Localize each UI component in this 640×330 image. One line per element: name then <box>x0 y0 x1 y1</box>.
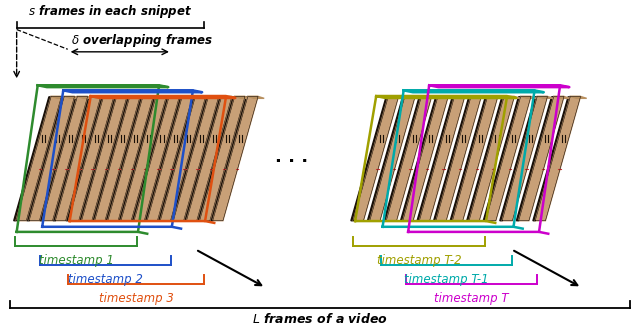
Polygon shape <box>212 96 258 221</box>
Polygon shape <box>235 96 251 98</box>
Polygon shape <box>182 96 198 98</box>
Text: $\delta$ overlapping frames: $\delta$ overlapping frames <box>71 32 213 49</box>
Polygon shape <box>53 96 90 221</box>
Polygon shape <box>469 96 515 221</box>
Polygon shape <box>121 96 166 221</box>
Polygon shape <box>504 96 520 98</box>
Text: timestamp 1: timestamp 1 <box>38 254 113 267</box>
Polygon shape <box>51 96 67 98</box>
Polygon shape <box>570 96 587 98</box>
Polygon shape <box>419 96 465 221</box>
Polygon shape <box>27 96 64 221</box>
Polygon shape <box>488 96 504 98</box>
Polygon shape <box>79 96 116 221</box>
Polygon shape <box>132 96 169 221</box>
Polygon shape <box>351 96 388 221</box>
Polygon shape <box>209 96 225 98</box>
Polygon shape <box>158 96 195 221</box>
Polygon shape <box>197 96 235 221</box>
Polygon shape <box>156 96 172 98</box>
Text: timestamp T-2: timestamp T-2 <box>377 254 461 267</box>
Polygon shape <box>92 96 130 221</box>
Polygon shape <box>42 96 88 221</box>
Polygon shape <box>417 96 454 221</box>
Text: $s$ frames in each snippet: $s$ frames in each snippet <box>28 3 193 20</box>
Polygon shape <box>438 96 454 98</box>
Polygon shape <box>500 96 537 221</box>
Polygon shape <box>454 96 471 98</box>
Polygon shape <box>77 96 93 98</box>
Polygon shape <box>403 96 448 221</box>
Polygon shape <box>186 96 232 221</box>
Polygon shape <box>147 96 193 221</box>
Polygon shape <box>434 96 471 221</box>
Polygon shape <box>184 96 221 221</box>
Polygon shape <box>518 96 564 221</box>
Text: timestamp 3: timestamp 3 <box>99 292 173 306</box>
Polygon shape <box>483 96 521 221</box>
Text: timestamp T-1: timestamp T-1 <box>404 273 488 286</box>
Polygon shape <box>29 96 74 221</box>
Polygon shape <box>160 96 205 221</box>
Polygon shape <box>211 96 248 221</box>
Polygon shape <box>104 96 120 98</box>
Polygon shape <box>554 96 570 98</box>
Polygon shape <box>516 96 554 221</box>
Polygon shape <box>384 96 421 221</box>
Text: timestamp T: timestamp T <box>435 292 509 306</box>
Polygon shape <box>16 96 61 221</box>
Polygon shape <box>173 96 219 221</box>
Text: timestamp 2: timestamp 2 <box>68 273 143 286</box>
Polygon shape <box>421 96 438 98</box>
Polygon shape <box>533 96 570 221</box>
Polygon shape <box>95 96 140 221</box>
Polygon shape <box>134 96 179 221</box>
Polygon shape <box>143 96 159 98</box>
Polygon shape <box>353 96 399 221</box>
Polygon shape <box>64 96 81 98</box>
Polygon shape <box>116 96 133 98</box>
Polygon shape <box>118 96 156 221</box>
Polygon shape <box>467 96 504 221</box>
Text: · · ·: · · · <box>275 153 308 171</box>
Polygon shape <box>521 96 537 98</box>
Polygon shape <box>90 96 107 98</box>
Polygon shape <box>195 96 212 98</box>
Polygon shape <box>452 96 498 221</box>
Polygon shape <box>66 96 104 221</box>
Text: $L$ frames of a video: $L$ frames of a video <box>252 312 388 326</box>
Polygon shape <box>450 96 488 221</box>
Polygon shape <box>388 96 404 98</box>
Polygon shape <box>81 96 127 221</box>
Polygon shape <box>387 96 431 221</box>
Polygon shape <box>108 96 153 221</box>
Polygon shape <box>200 96 245 221</box>
Polygon shape <box>145 96 182 221</box>
Polygon shape <box>130 96 146 98</box>
Polygon shape <box>436 96 481 221</box>
Polygon shape <box>221 96 238 98</box>
Polygon shape <box>502 96 547 221</box>
Polygon shape <box>405 96 421 98</box>
Polygon shape <box>40 96 77 221</box>
Polygon shape <box>370 96 415 221</box>
Polygon shape <box>13 96 51 221</box>
Polygon shape <box>471 96 488 98</box>
Polygon shape <box>106 96 143 221</box>
Polygon shape <box>68 96 114 221</box>
Polygon shape <box>537 96 554 98</box>
Polygon shape <box>171 96 209 221</box>
Polygon shape <box>55 96 100 221</box>
Polygon shape <box>401 96 438 221</box>
Polygon shape <box>248 96 264 98</box>
Polygon shape <box>367 96 405 221</box>
Polygon shape <box>169 96 186 98</box>
Polygon shape <box>486 96 531 221</box>
Polygon shape <box>535 96 580 221</box>
